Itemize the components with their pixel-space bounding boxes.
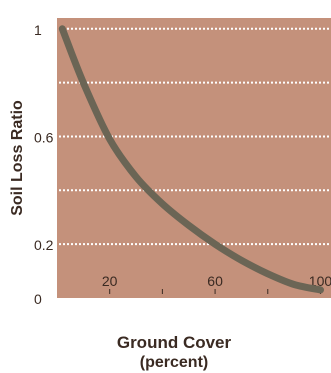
x-axis-sublabel: (percent) xyxy=(140,354,208,371)
x-axis-label: Ground Cover xyxy=(117,333,232,352)
x-tick-label: 100 xyxy=(309,273,331,289)
series-line xyxy=(58,25,324,294)
tick-layer: 0 0.2 0.6 1 20 60 100 xyxy=(34,22,331,307)
x-tick-label: 20 xyxy=(102,273,118,289)
x-tick-label: 60 xyxy=(207,273,223,289)
grid-layer xyxy=(59,27,329,246)
y-tick-label: 0 xyxy=(34,291,42,307)
y-tick-label: 0.2 xyxy=(34,237,54,253)
y-axis-label: Soil Loss Ratio xyxy=(9,100,26,216)
series-layer xyxy=(58,25,324,294)
y-tick-label: 0.6 xyxy=(34,129,54,145)
y-tick-label: 1 xyxy=(34,22,42,38)
plot-area xyxy=(57,18,331,298)
